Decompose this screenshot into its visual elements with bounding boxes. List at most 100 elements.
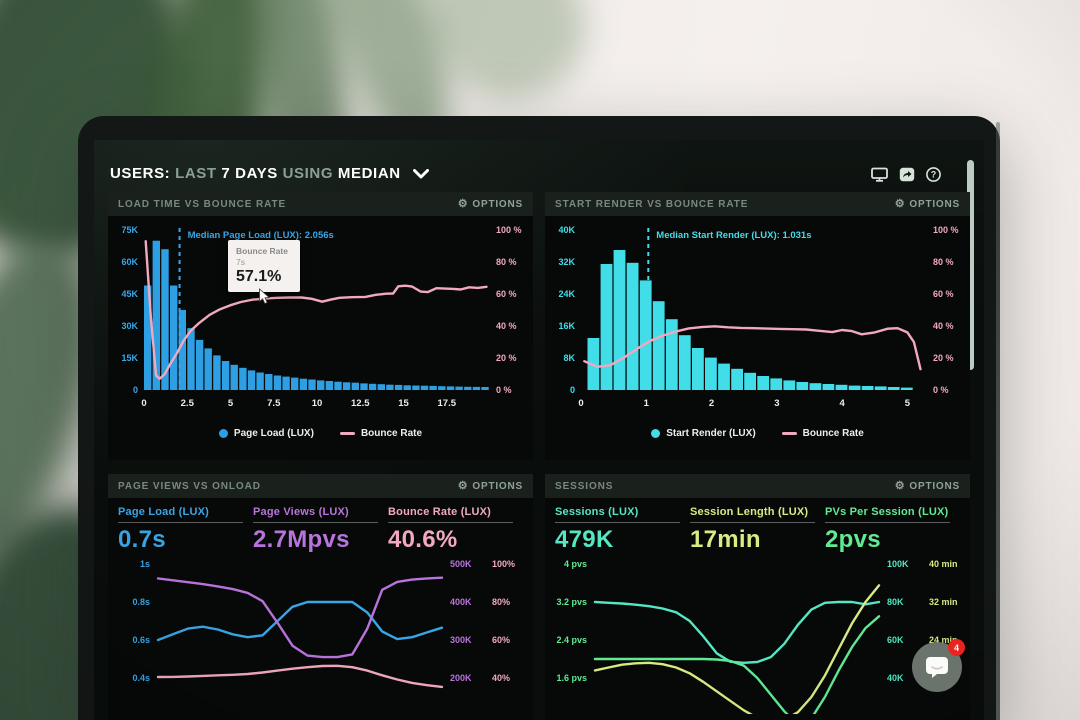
gear-icon: ⚙ xyxy=(457,197,469,210)
metrics-row: Sessions (LUX) 479K Session Length (LUX)… xyxy=(545,498,970,554)
svg-text:20 %: 20 % xyxy=(933,353,954,363)
chevron-down-icon[interactable] xyxy=(413,166,430,183)
svg-text:32 min: 32 min xyxy=(929,597,958,607)
chat-button[interactable]: 4 xyxy=(912,639,965,692)
page-views-chart: 1s 0.8s 0.6s 0.4s 500K 400K 300K 200K 100% 80% 60%… xyxy=(132,559,515,689)
svg-text:24K: 24K xyxy=(558,289,575,299)
panel-header: PAGE VIEWS VS ONLOAD ⚙ OPTIONS xyxy=(108,474,533,498)
metric-value: 17min xyxy=(690,526,761,553)
options-button[interactable]: ⚙ OPTIONS xyxy=(457,197,523,210)
svg-text:40K: 40K xyxy=(887,673,904,683)
metric-underline xyxy=(555,522,680,523)
dashboard-title[interactable]: USERS: LAST 7 DAYS USING MEDIAN xyxy=(110,165,430,183)
svg-text:0.4s: 0.4s xyxy=(132,673,150,683)
svg-text:4 pvs: 4 pvs xyxy=(564,559,587,569)
svg-text:20 %: 20 % xyxy=(496,353,517,363)
bounce-rate-tooltip: Bounce Rate 7s 57.1% xyxy=(228,240,300,292)
svg-text:500K: 500K xyxy=(450,559,472,569)
metric-page-views: Page Views (LUX) 2.7Mpvs xyxy=(253,506,388,554)
panel-start-render: START RENDER VS BOUNCE RATE ⚙ OPTIONS 40K… xyxy=(545,192,970,460)
panel-title: LOAD TIME VS BOUNCE RATE xyxy=(118,198,287,210)
svg-text:17.5: 17.5 xyxy=(438,398,457,409)
metric-value: 479K xyxy=(555,526,614,553)
metric-label: Session Length (LUX) xyxy=(690,506,809,518)
panel-sessions: SESSIONS ⚙ OPTIONS Sessions (LUX) 479K Se… xyxy=(545,474,970,720)
svg-text:0.6s: 0.6s xyxy=(132,635,150,645)
metric-value: 40.6% xyxy=(388,526,458,553)
start-render-chart: 40K 32K 24K 16K 8K 0 100 % 80 % 60 % 40 % 20 % 0 % 0… xyxy=(558,225,958,409)
panel-header: START RENDER VS BOUNCE RATE ⚙ OPTIONS xyxy=(545,192,970,216)
metric-underline xyxy=(388,522,513,523)
svg-text:15: 15 xyxy=(398,398,409,409)
legend-start-render: Start Render (LUX) xyxy=(651,428,756,439)
svg-text:2.5: 2.5 xyxy=(181,398,195,409)
svg-text:32K: 32K xyxy=(558,257,575,267)
days-label: 7 DAYS xyxy=(221,165,278,182)
svg-text:100%: 100% xyxy=(492,559,515,569)
metric-underline xyxy=(253,522,378,523)
svg-text:40 %: 40 % xyxy=(496,321,517,331)
mouse-cursor-icon xyxy=(258,288,271,310)
svg-text:Median Page Load (LUX): 2.056s: Median Page Load (LUX): 2.056s xyxy=(188,230,334,241)
svg-text:0: 0 xyxy=(133,385,138,395)
svg-text:0.8s: 0.8s xyxy=(132,597,150,607)
svg-text:0: 0 xyxy=(141,398,146,409)
options-button[interactable]: ⚙ OPTIONS xyxy=(894,197,960,210)
legend-dot xyxy=(651,429,661,438)
dashboard-header: USERS: LAST 7 DAYS USING MEDIAN ? xyxy=(94,140,984,370)
panel-header: LOAD TIME VS BOUNCE RATE ⚙ OPTIONS xyxy=(108,192,533,216)
svg-text:10: 10 xyxy=(312,398,323,409)
help-icon[interactable]: ? xyxy=(925,166,942,182)
svg-text:0: 0 xyxy=(570,385,575,395)
svg-text:8K: 8K xyxy=(563,353,575,363)
svg-text:80K: 80K xyxy=(887,597,904,607)
svg-text:60%: 60% xyxy=(492,635,510,645)
metric-underline xyxy=(825,522,950,523)
monitor-bezel-edge xyxy=(996,122,1000,720)
scrollbar-thumb[interactable] xyxy=(967,160,974,370)
gear-icon: ⚙ xyxy=(894,197,906,210)
svg-text:15K: 15K xyxy=(121,353,138,363)
svg-text:40K: 40K xyxy=(558,225,575,235)
last-label: LAST xyxy=(175,165,217,182)
options-button[interactable]: ⚙ OPTIONS xyxy=(457,479,523,492)
sessions-chart: 4 pvs 3.2 pvs 2.4 pvs 1.6 pvs 100K 80K 60K 40K 4… xyxy=(556,559,958,720)
metric-label: Page Load (LUX) xyxy=(118,506,210,518)
svg-text:1: 1 xyxy=(644,398,650,409)
svg-text:0 %: 0 % xyxy=(496,385,512,395)
panel-title: PAGE VIEWS VS ONLOAD xyxy=(118,480,261,492)
svg-text:200K: 200K xyxy=(450,673,472,683)
chart-legend: Page Load (LUX) Bounce Rate xyxy=(108,428,533,439)
svg-text:0 %: 0 % xyxy=(933,385,949,395)
metric-value: 2.7Mpvs xyxy=(253,526,350,553)
metric-underline xyxy=(690,522,815,523)
svg-text:40 min: 40 min xyxy=(929,559,958,569)
svg-text:Median Start Render (LUX): 1.0: Median Start Render (LUX): 1.031s xyxy=(656,230,811,241)
users-label: USERS: xyxy=(110,165,171,182)
gear-icon: ⚙ xyxy=(457,479,469,492)
svg-text:40 %: 40 % xyxy=(933,321,954,331)
start-render-chart-area: 40K 32K 24K 16K 8K 0 100 % 80 % 60 % 40 % 20 % 0 % 0… xyxy=(545,216,970,439)
display-icon[interactable] xyxy=(871,167,888,182)
header-icons: ? xyxy=(871,166,942,182)
svg-text:30K: 30K xyxy=(121,321,138,331)
panel-page-views: PAGE VIEWS VS ONLOAD ⚙ OPTIONS Page Load … xyxy=(108,474,533,720)
options-button[interactable]: ⚙ OPTIONS xyxy=(894,479,960,492)
svg-text:3.2 pvs: 3.2 pvs xyxy=(556,597,587,607)
share-icon[interactable] xyxy=(898,167,915,182)
metric-bounce-rate: Bounce Rate (LUX) 40.6% xyxy=(388,506,523,554)
svg-text:60 %: 60 % xyxy=(496,289,517,299)
svg-text:60K: 60K xyxy=(121,257,138,267)
panel-title: SESSIONS xyxy=(555,480,614,492)
svg-text:12.5: 12.5 xyxy=(351,398,370,409)
svg-text:80%: 80% xyxy=(492,597,510,607)
legend-bounce-rate: Bounce Rate xyxy=(339,428,422,439)
load-time-chart: 75K 60K 45K 30K 15K 0 100 % 80 % 60 % 40 % 20 % 0 %… xyxy=(121,225,521,409)
metric-label: PVs Per Session (LUX) xyxy=(825,506,949,518)
metric-page-load: Page Load (LUX) 0.7s xyxy=(118,506,253,554)
legend-dot xyxy=(218,429,228,438)
using-label: USING xyxy=(282,165,334,182)
metric-sessions: Sessions (LUX) 479K xyxy=(555,506,690,554)
metric-session-length: Session Length (LUX) 17min xyxy=(690,506,825,554)
